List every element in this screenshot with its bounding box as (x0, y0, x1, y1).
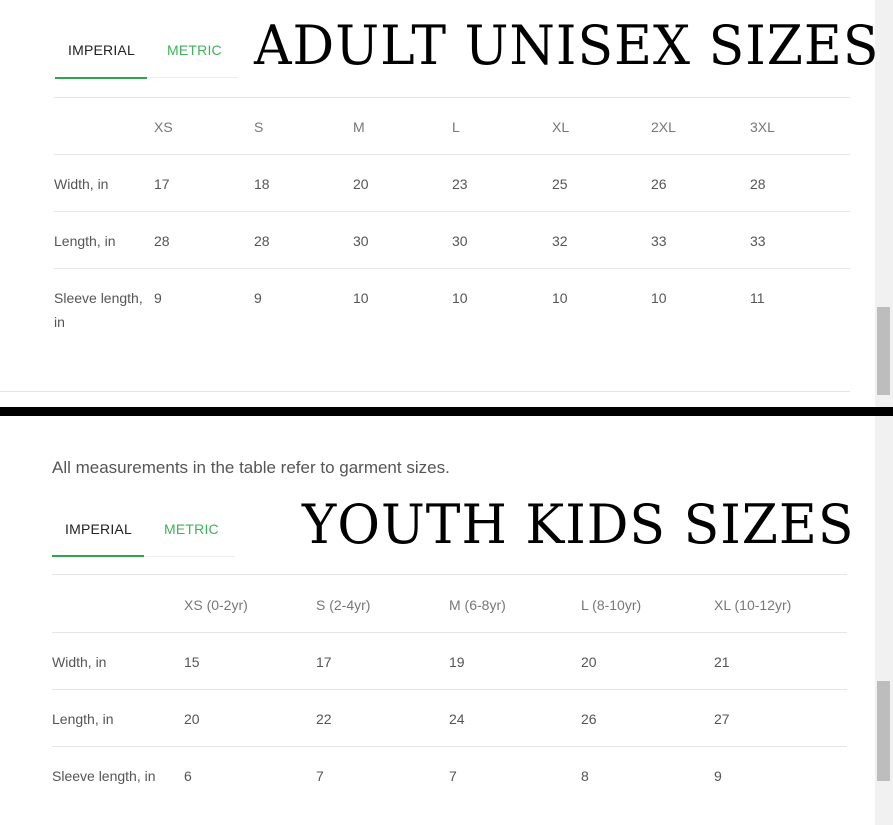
scrollbar-track[interactable] (875, 0, 893, 407)
row-label: Length, in (54, 233, 116, 249)
table-cell: 22 (316, 711, 332, 727)
row-divider (52, 574, 847, 575)
table-cell: 17 (154, 176, 170, 192)
column-header: S (2-4yr) (316, 597, 371, 613)
column-header: L (452, 119, 460, 135)
column-header: XS (0-2yr) (184, 597, 248, 613)
table-cell: 20 (581, 654, 597, 670)
row-divider (52, 746, 847, 747)
table-cell: 18 (254, 176, 270, 192)
table-cell: 9 (714, 768, 722, 784)
table-cell: 33 (651, 233, 667, 249)
column-header: XL (10-12yr) (714, 597, 792, 613)
table-cell: 28 (254, 233, 270, 249)
column-header: S (254, 119, 264, 135)
table-cell: 10 (353, 290, 369, 306)
table-cell: 32 (552, 233, 568, 249)
tab-metric[interactable]: METRIC (167, 42, 222, 58)
table-cell: 6 (184, 768, 192, 784)
table-cell: 10 (552, 290, 568, 306)
table-cell: 19 (449, 654, 465, 670)
row-label: Sleeve length, in (52, 768, 156, 784)
column-header: XL (552, 119, 570, 135)
column-header: M (353, 119, 365, 135)
tab-active-underline (52, 555, 144, 557)
table-cell: 10 (651, 290, 667, 306)
row-divider (54, 154, 850, 155)
row-label: Width, in (54, 176, 109, 192)
column-header: 3XL (750, 119, 775, 135)
table-cell: 27 (714, 711, 730, 727)
table-cell: 25 (552, 176, 568, 192)
table-cell: 23 (452, 176, 468, 192)
table-cell: 17 (316, 654, 332, 670)
row-label: Length, in (52, 711, 114, 727)
table-cell: 8 (581, 768, 589, 784)
tab-imperial[interactable]: IMPERIAL (65, 521, 132, 537)
table-cell: 7 (316, 768, 324, 784)
table-cell: 28 (154, 233, 170, 249)
section-divider (0, 407, 893, 416)
table-cell: 24 (449, 711, 465, 727)
table-cell: 7 (449, 768, 457, 784)
table-cell: 26 (581, 711, 597, 727)
adult-banner: ADULT UNISEX SIZES (254, 14, 880, 78)
row-divider (54, 268, 850, 269)
table-cell: 15 (184, 654, 200, 670)
table-cell: 21 (714, 654, 730, 670)
column-header: L (8-10yr) (581, 597, 642, 613)
table-cell: 28 (750, 176, 766, 192)
youth-banner: YOUTH KIDS SIZES (302, 493, 855, 557)
table-cell: 20 (353, 176, 369, 192)
table-cell: 33 (750, 233, 766, 249)
row-divider (54, 97, 850, 98)
table-cell: 30 (452, 233, 468, 249)
scrollbar-thumb[interactable] (877, 307, 890, 395)
row-label: Width, in (52, 654, 107, 670)
column-header: M (6-8yr) (449, 597, 506, 613)
table-cell: 26 (651, 176, 667, 192)
tab-imperial[interactable]: IMPERIAL (68, 42, 135, 58)
table-cell: 11 (750, 290, 765, 306)
measurement-note: All measurements in the table refer to g… (52, 458, 450, 477)
tab-metric[interactable]: METRIC (164, 521, 219, 537)
row-divider (52, 632, 847, 633)
scrollbar-thumb[interactable] (877, 681, 890, 781)
table-cell: 20 (184, 711, 200, 727)
table-cell: 9 (154, 290, 162, 306)
table-cell: 30 (353, 233, 369, 249)
section-bottom-border (0, 391, 850, 392)
table-cell: 9 (254, 290, 262, 306)
column-header: XS (154, 119, 173, 135)
row-divider (54, 211, 850, 212)
row-label: Sleeve length, in (54, 290, 143, 330)
tab-active-underline (55, 77, 147, 79)
row-divider (52, 689, 847, 690)
column-header: 2XL (651, 119, 676, 135)
table-cell: 10 (452, 290, 468, 306)
